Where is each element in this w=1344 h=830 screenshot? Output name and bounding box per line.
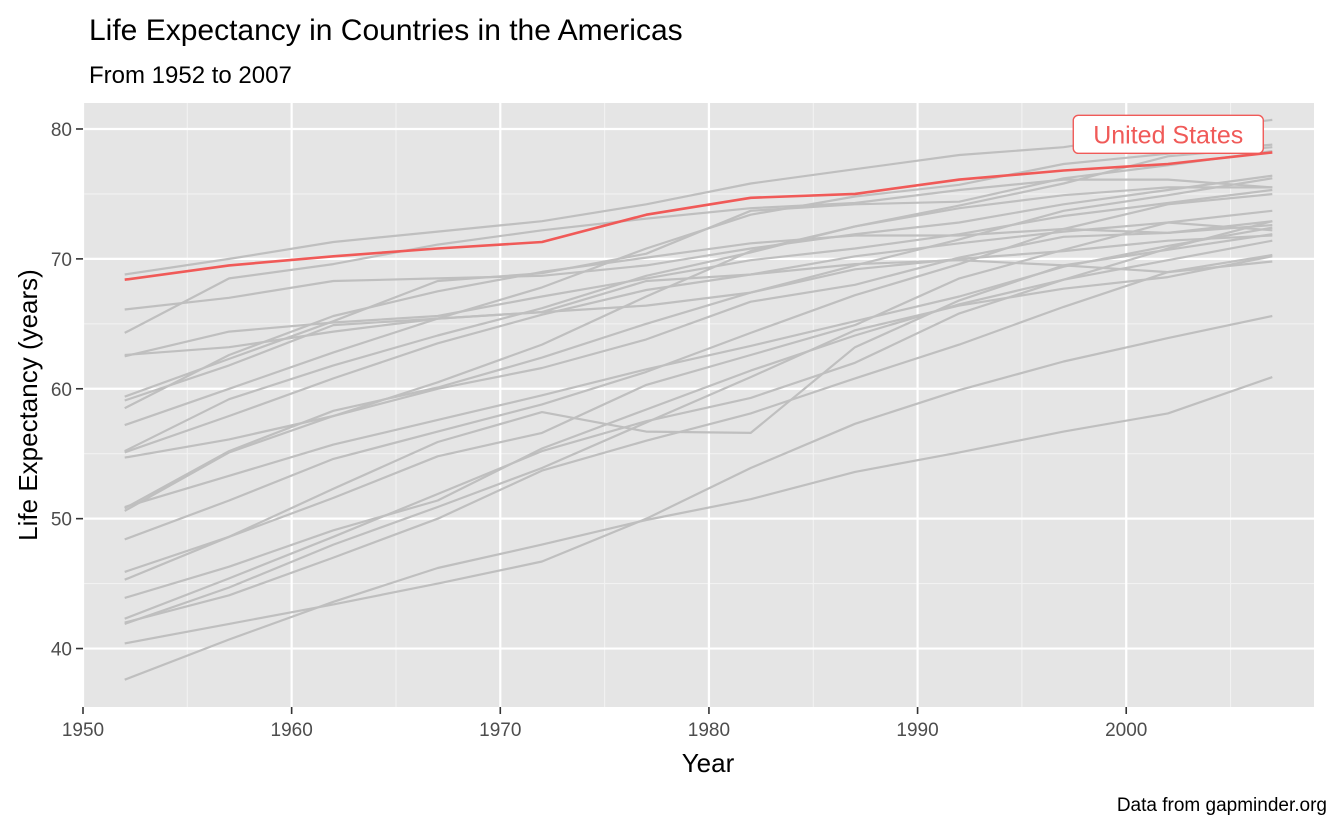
country-line: [124, 177, 1273, 510]
highlight-line-group: [124, 151, 1273, 281]
y-tick-label: 60: [51, 380, 72, 401]
highlight-line: [124, 151, 1273, 281]
country-line: [124, 220, 1273, 620]
country-line: [124, 259, 1273, 402]
country-line: [124, 253, 1273, 624]
country-line: [124, 221, 1273, 573]
country-line: [124, 193, 1273, 541]
country-line: [124, 188, 1273, 358]
country-line: [124, 234, 1273, 357]
x-tick-label: 1960: [271, 720, 313, 741]
country-line: [124, 178, 1273, 334]
y-tick-label: 50: [51, 510, 72, 531]
y-axis-title: Life Expectancy (years): [13, 269, 43, 541]
country-line: [124, 186, 1273, 453]
x-tick-label: 1990: [896, 720, 938, 741]
y-axis-ticks: 40 50 60 70 80: [51, 120, 83, 661]
other-country-lines: [124, 118, 1273, 681]
x-tick-label: 1980: [688, 720, 730, 741]
x-tick-label: 1970: [479, 720, 521, 741]
country-line: [124, 209, 1273, 454]
y-tick-label: 70: [51, 250, 72, 271]
country-line: [124, 233, 1273, 581]
x-tick-label: 1950: [62, 720, 104, 741]
x-axis-ticks: 1950 1960 1970 1980 1990 2000: [62, 707, 1147, 741]
chart-caption: Data from gapminder.org: [1117, 795, 1327, 816]
country-line: [124, 174, 1273, 311]
x-axis-title: Year: [682, 748, 735, 778]
highlight-label-text: United States: [1093, 121, 1243, 149]
country-line: [124, 255, 1273, 625]
country-line: [124, 239, 1273, 599]
highlight-label: United States: [1072, 114, 1264, 155]
country-line: [124, 220, 1273, 512]
x-tick-label: 2000: [1105, 720, 1147, 741]
y-tick-label: 40: [51, 640, 72, 661]
chart-title: Life Expectancy in Countries in the Amer…: [89, 14, 683, 47]
highlight-label-box: [1072, 114, 1264, 155]
chart-subtitle: From 1952 to 2007: [89, 62, 292, 89]
country-line: [124, 376, 1273, 681]
y-tick-label: 80: [51, 120, 72, 141]
country-line: [124, 150, 1273, 398]
